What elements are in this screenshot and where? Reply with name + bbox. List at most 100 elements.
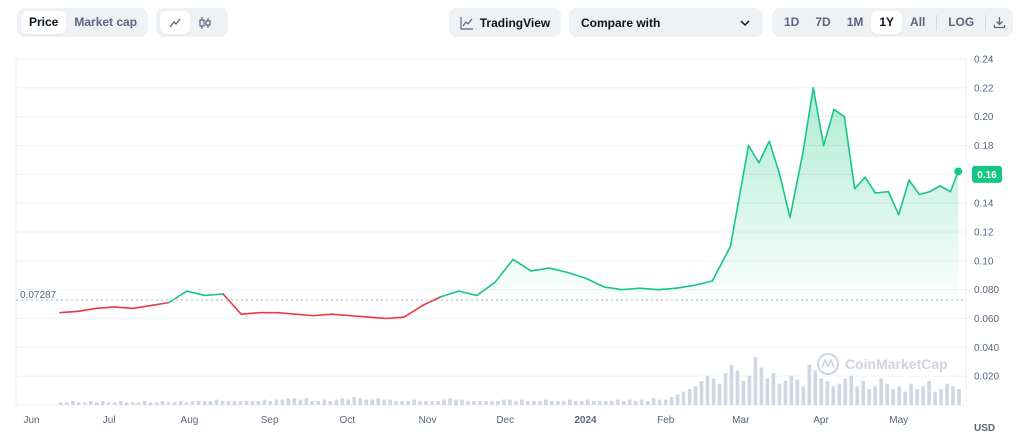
volume-bar: [442, 399, 446, 405]
price-line-segment: [639, 287, 659, 291]
volume-bar: [675, 394, 680, 405]
volume-bar: [861, 381, 866, 405]
range-1d-button[interactable]: 1D: [784, 15, 800, 29]
volume-bar: [921, 386, 925, 405]
download-button[interactable]: [989, 11, 1009, 34]
price-line-segment: [928, 185, 941, 193]
volume-bar: [226, 401, 231, 405]
price-line-segment: [77, 307, 98, 313]
volume-bar: [591, 401, 596, 405]
volume-bar: [735, 370, 740, 405]
volume-bar: [256, 401, 261, 405]
price-line-segment: [887, 190, 900, 216]
price-line-segment: [620, 287, 641, 291]
volume-bar: [280, 399, 285, 405]
volume-bar: [687, 389, 692, 405]
volume-bar: [286, 398, 291, 405]
range-1y-button[interactable]: 1Y: [871, 11, 903, 34]
price-line-segment: [602, 285, 623, 291]
price-line-segment: [113, 306, 134, 310]
price-line-segment: [439, 290, 460, 298]
price-line-segment: [204, 293, 224, 297]
volume-bar: [406, 401, 410, 405]
volume-bar: [651, 398, 656, 405]
volume-bar: [723, 373, 728, 405]
volume-bar: [328, 401, 333, 405]
price-tab[interactable]: Price: [21, 11, 67, 34]
volume-bar: [394, 401, 398, 405]
volume-bar: [472, 401, 476, 405]
chart-type-toggle: [156, 8, 228, 37]
volume-bar: [220, 401, 225, 405]
compare-with-dropdown[interactable]: Compare with: [569, 8, 763, 37]
volume-bar: [352, 397, 357, 405]
x-tick-label: Jun: [23, 415, 39, 426]
volume-bar: [585, 399, 590, 405]
volume-bar: [76, 402, 81, 405]
line-chart-button[interactable]: [160, 11, 190, 34]
reference-value-label: 0.07287: [20, 290, 57, 301]
coinmarketcap-logo-icon: [817, 353, 839, 375]
volume-bar: [274, 399, 279, 405]
volume-bar: [310, 401, 315, 405]
volume-bar: [130, 402, 135, 405]
y-tick-label: 0.10: [974, 256, 994, 267]
volume-bar: [777, 383, 782, 405]
volume-bar: [148, 402, 153, 405]
price-line-segment: [494, 258, 514, 284]
line-chart-icon: [169, 18, 181, 27]
log-scale-button[interactable]: LOG: [948, 15, 975, 29]
volume-bar: [765, 378, 770, 405]
volume-bar: [789, 375, 794, 405]
tradingview-label: TradingView: [479, 15, 551, 30]
volume-bar: [334, 399, 339, 405]
toolbar-divider: [936, 14, 938, 31]
volume-bar: [64, 402, 69, 405]
range-7d-button[interactable]: 7D: [815, 15, 831, 29]
volume-bar: [639, 399, 644, 405]
volume-bar: [603, 401, 608, 405]
volume-bar: [430, 401, 434, 405]
range-1m-button[interactable]: 1M: [846, 15, 864, 29]
price-line-segment: [367, 316, 387, 320]
volume-bar: [915, 389, 919, 405]
price-line-segment: [149, 301, 170, 307]
volume-bar: [478, 401, 482, 405]
volume-bar: [208, 401, 213, 405]
volume-bar: [490, 401, 494, 405]
price-line-segment: [778, 173, 791, 219]
volume-bar: [843, 378, 848, 405]
candlestick-button[interactable]: [190, 11, 220, 34]
volume-bar: [538, 401, 542, 405]
volume-bar: [136, 402, 141, 405]
price-line-segment: [853, 176, 866, 190]
y-tick-label: 0.24: [974, 55, 994, 66]
reference-line: 0.07287: [16, 290, 966, 301]
volume-bar: [502, 399, 506, 405]
price-line-segment: [131, 304, 152, 310]
volume-bar: [568, 399, 572, 405]
y-axis: 0.24 0.22 0.20 0.18 0.16 0.14 0.12 0.10 0.080 0.0…: [974, 55, 999, 383]
volume-bar: [400, 401, 404, 405]
market-cap-tab[interactable]: Market cap: [74, 15, 138, 29]
price-line-segment: [939, 185, 952, 193]
current-price-box: [972, 165, 1002, 183]
y-tick-label: 0.080: [974, 285, 999, 296]
volume-bar: [957, 389, 961, 405]
price-line-segment: [747, 144, 760, 164]
x-tick-label: Apr: [813, 415, 829, 426]
price-line-segment: [548, 267, 569, 274]
price-line-segment: [675, 284, 696, 290]
price-line-segment: [897, 179, 910, 216]
price-line-segment: [657, 287, 677, 291]
volume-bar: [753, 357, 758, 405]
price-line-segment: [240, 311, 261, 315]
volume-bar: [855, 386, 860, 405]
tradingview-button[interactable]: TradingView: [449, 8, 561, 37]
range-toolbar: 1D 7D 1M 1Y All LOG: [772, 8, 1013, 37]
range-all-button[interactable]: All: [910, 15, 926, 29]
y-tick-label: 0.040: [974, 343, 999, 354]
volume-bar: [747, 375, 752, 405]
current-price-label: 0.16: [977, 170, 997, 181]
